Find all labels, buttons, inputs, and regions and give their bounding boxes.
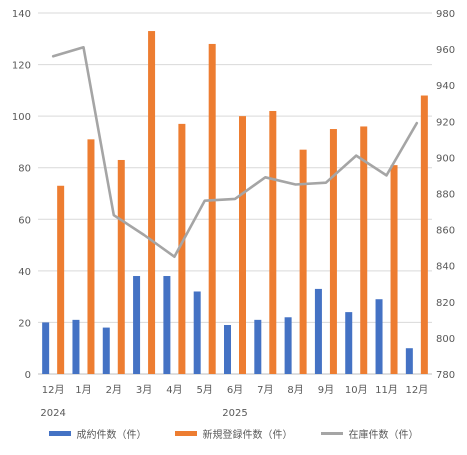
bar-new-listings [390,165,398,374]
legend-swatch-inventory [320,432,343,435]
left-tick-label: 0 [25,370,31,381]
line-series [51,45,419,259]
bar-new-listings [87,139,95,374]
bar-contracts [102,327,110,374]
bar-contracts [314,288,322,374]
bar-new-listings [329,129,337,374]
right-tick-label: 960 [436,45,455,56]
bar-contracts [375,299,383,374]
bar-contracts [133,276,141,374]
right-tick-label: 780 [436,370,455,381]
left-tick-label: 60 [18,215,31,226]
bar-new-listings [239,116,246,375]
left-axis-ticks: 0 20 40 60 80 100 120 140 [12,9,31,381]
bar-contracts [42,322,50,374]
right-tick-label: 980 [436,9,455,20]
legend-item-contracts: 成約件数（件） [48,426,147,441]
bar-contracts [345,312,353,374]
x-tick-label: 11月 [375,384,398,396]
right-tick-label: 860 [436,226,455,237]
right-tick-label: 940 [436,81,455,92]
x-tick-label: 7月 [257,384,273,396]
bar-new-listings [178,123,186,374]
legend-label-contracts: 成約件数（件） [76,430,147,441]
bar-new-listings [360,126,368,374]
x-tick-label: 4月 [166,384,182,396]
inventory-line [51,45,419,259]
left-tick-label: 40 [18,267,31,278]
bar-new-listings [269,110,277,374]
x-tick-label: 10月 [345,384,368,396]
legend-item-inventory: 在庫件数（件） [320,426,419,441]
left-tick-label: 80 [18,164,31,175]
bar-contracts [163,276,171,374]
legend: 成約件数（件） 新規登録件数（件） 在庫件数（件） [0,426,467,441]
right-tick-label: 800 [436,334,455,345]
x-tick-label: 3月 [136,384,152,396]
x-tick-label: 12月 [405,384,428,396]
bar-new-listings [420,95,428,374]
bar-series [42,31,428,375]
right-tick-label: 820 [436,298,455,309]
x-tick-label: 1月 [75,384,91,396]
bar-contracts [72,319,80,374]
x-tick-label: 5月 [197,384,213,396]
right-tick-label: 880 [436,190,455,201]
bar-contracts [254,319,262,374]
left-tick-label: 120 [12,61,31,72]
x-tick-label: 12月 [42,384,65,396]
right-tick-label: 920 [436,117,455,128]
bar-new-listings [57,185,65,374]
legend-swatch-new-listings [174,431,197,436]
bar-new-listings [148,31,156,375]
bar-new-listings [117,159,125,374]
legend-swatch-contracts [48,431,71,436]
bar-new-listings [299,149,307,374]
left-tick-label: 100 [12,112,31,123]
bar-new-listings [208,43,216,374]
right-axis-ticks: 780 800 820 840 860 880 900 920 940 960 980 [436,9,455,381]
left-tick-label: 140 [12,9,31,20]
bar-contracts [193,291,201,374]
legend-label-inventory: 在庫件数（件） [348,430,419,441]
year-label: 2024 [40,408,65,419]
right-tick-label: 840 [436,262,455,273]
x-axis-labels: 12月 1月 2月 3月 4月 5月 6月 7月 8月 9月 10月 11月 12月 [42,384,428,396]
left-tick-label: 20 [18,318,31,329]
x-tick-label: 2月 [106,384,122,396]
x-tick-label: 9月 [318,384,334,396]
right-tick-label: 900 [436,153,455,164]
bar-contracts [284,317,292,374]
x-tick-label: 6月 [227,384,243,396]
legend-item-new-listings: 新規登録件数（件） [174,426,293,441]
legend-label-new-listings: 新規登録件数（件） [202,430,293,441]
year-label: 2025 [222,408,247,419]
bar-contracts [224,325,231,374]
x-tick-label: 8月 [287,384,303,396]
year-labels: 2024 2025 [40,408,247,419]
gridlines [38,12,432,375]
bar-contracts [405,348,413,374]
